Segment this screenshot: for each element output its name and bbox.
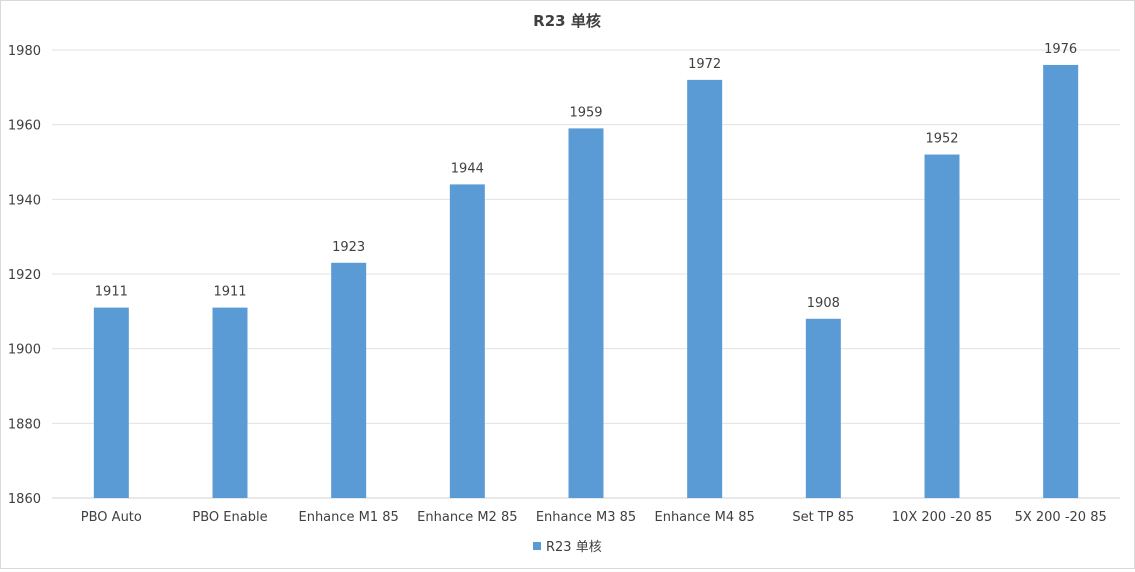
x-tick-label: Enhance M3 85 <box>536 510 636 525</box>
data-label: 1972 <box>688 57 721 72</box>
y-tick-label: 1980 <box>8 44 41 59</box>
bar <box>449 184 485 498</box>
bar <box>1043 64 1079 498</box>
x-tick-label: PBO Enable <box>192 510 267 525</box>
bar <box>568 128 604 498</box>
y-tick-label: 1960 <box>8 119 41 134</box>
data-label: 1908 <box>807 296 840 311</box>
legend: R23 单核 <box>533 540 602 555</box>
data-labels: 1911 1911 1923 1944 1959 1972 1908 1952 1976 <box>95 42 1077 311</box>
bar <box>93 307 129 498</box>
data-label: 1944 <box>451 161 484 176</box>
x-tick-label: 10X 200 -20 85 <box>892 510 992 525</box>
x-axis-ticks: PBO Auto PBO Enable Enhance M1 85 Enhance M… <box>81 510 1107 525</box>
x-tick-label: Enhance M4 85 <box>654 510 754 525</box>
legend-swatch <box>533 542 541 550</box>
y-axis-ticks: 1860 1880 1900 1920 1940 1960 1980 <box>8 44 41 507</box>
y-tick-label: 1900 <box>8 343 41 358</box>
bar <box>687 79 723 498</box>
data-label: 1911 <box>95 285 128 300</box>
x-tick-label: Enhance M2 85 <box>417 510 517 525</box>
y-tick-label: 1940 <box>8 193 41 208</box>
chart-title: R23 单核 <box>533 12 601 30</box>
data-label: 1923 <box>332 240 365 255</box>
bar <box>331 262 367 498</box>
data-label: 1976 <box>1044 42 1077 57</box>
bar <box>924 154 960 499</box>
data-label: 1911 <box>213 285 246 300</box>
data-label: 1959 <box>569 105 602 120</box>
legend-label: R23 单核 <box>546 540 602 555</box>
y-tick-label: 1920 <box>8 268 41 283</box>
x-tick-label: 5X 200 -20 85 <box>1015 510 1107 525</box>
y-tick-label: 1860 <box>8 492 41 507</box>
bar <box>805 318 841 498</box>
x-tick-label: Set TP 85 <box>792 510 854 525</box>
y-tick-label: 1880 <box>8 417 41 432</box>
x-tick-label: Enhance M1 85 <box>298 510 398 525</box>
data-label: 1952 <box>925 132 958 147</box>
x-tick-label: PBO Auto <box>81 510 142 525</box>
bar <box>212 307 248 498</box>
bars <box>93 64 1079 499</box>
